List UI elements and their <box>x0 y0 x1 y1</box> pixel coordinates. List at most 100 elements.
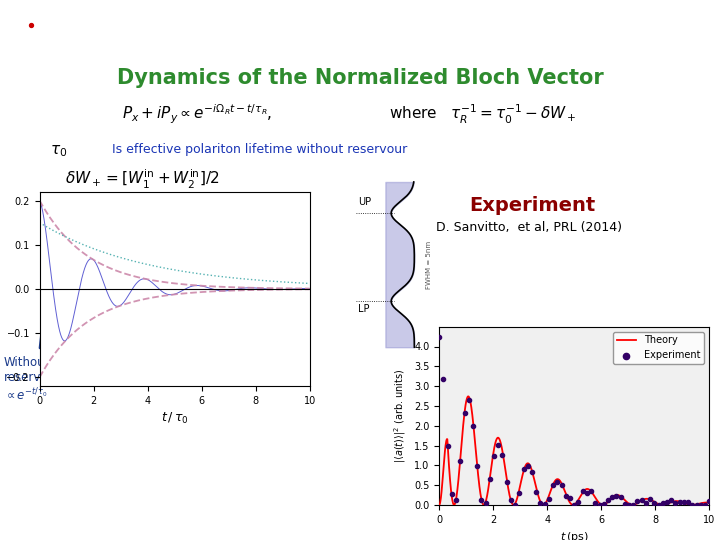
Theory <box>592 496 600 503</box>
Point <box>50 37 62 45</box>
Point <box>55 4 67 12</box>
Point <box>50 29 62 37</box>
Experiment <box>661 497 672 506</box>
Point <box>20 4 32 12</box>
Theory <box>435 502 444 508</box>
Point <box>35 12 47 21</box>
Point <box>66 21 77 29</box>
Text: where   $\tau_R^{-1} = \tau_0^{-1} - \delta W_+$: where $\tau_R^{-1} = \tau_0^{-1} - \delt… <box>389 103 577 126</box>
Point <box>10 37 22 45</box>
Point <box>10 4 22 12</box>
Point <box>10 12 22 21</box>
Experiment <box>560 491 572 500</box>
Text: $\tau_0$: $\tau_0$ <box>50 143 68 159</box>
Point <box>45 37 57 45</box>
Point <box>66 12 77 21</box>
Point <box>25 21 37 29</box>
Experiment <box>670 499 681 508</box>
Point <box>35 4 47 12</box>
Point <box>10 21 22 29</box>
Point <box>25 4 37 12</box>
Point <box>35 37 47 45</box>
Point <box>30 29 42 37</box>
Experiment <box>611 491 622 500</box>
Experiment <box>687 501 698 509</box>
Experiment <box>531 488 542 496</box>
Point <box>15 29 27 37</box>
Point <box>50 21 62 29</box>
Experiment <box>522 461 534 470</box>
Point <box>20 21 32 29</box>
Experiment <box>505 496 517 504</box>
Experiment <box>594 501 606 509</box>
Experiment <box>556 481 567 489</box>
Y-axis label: $|\langle a(t)\rangle|^2$ (arb. units): $|\langle a(t)\rangle|^2$ (arb. units) <box>392 369 408 463</box>
Point <box>40 4 52 12</box>
Experiment <box>450 496 462 504</box>
Experiment <box>472 462 483 470</box>
Point <box>25 29 37 37</box>
Point <box>20 12 32 21</box>
Experiment <box>476 496 487 505</box>
Point <box>10 29 22 37</box>
Experiment <box>467 421 479 430</box>
Y-axis label: $P_x\,/\,N_0$: $P_x\,/\,N_0$ <box>0 270 1 308</box>
Experiment <box>433 333 445 342</box>
Experiment <box>442 442 454 450</box>
Experiment <box>657 499 669 508</box>
Experiment <box>518 465 529 474</box>
Line: Theory: Theory <box>439 396 709 505</box>
X-axis label: $t\,(\mathrm{ps})$: $t\,(\mathrm{ps})$ <box>559 530 589 540</box>
Point <box>15 37 27 45</box>
Experiment <box>454 457 466 465</box>
Point <box>45 12 57 21</box>
Point <box>55 21 67 29</box>
Experiment <box>543 495 554 503</box>
Experiment <box>636 496 647 504</box>
Text: $P_x + iP_y \propto e^{-i\Omega_R t - t/\tau_R},$: $P_x + iP_y \propto e^{-i\Omega_R t - t/… <box>122 103 273 126</box>
Text: FWHM = 5nm: FWHM = 5nm <box>426 240 432 289</box>
Experiment <box>501 478 513 487</box>
Text: Is effective polariton lifetime without reservour: Is effective polariton lifetime without … <box>112 143 407 156</box>
Point <box>40 37 52 45</box>
Point <box>60 4 72 12</box>
Text: In the presence of reservour
$\propto e^{-t/\tau_R}$: In the presence of reservour $\propto e^… <box>140 356 308 388</box>
Point <box>60 29 72 37</box>
Point <box>25 12 37 21</box>
Point <box>60 21 72 29</box>
Point <box>20 29 32 37</box>
Experiment <box>644 495 656 503</box>
Point <box>55 29 67 37</box>
Text: Without
reservour
$\propto e^{-t/\tau_0}$: Without reservour $\propto e^{-t/\tau_0}… <box>4 356 60 403</box>
Experiment <box>547 480 559 489</box>
Text: Dynamics of the Normalized Bloch Vector: Dynamics of the Normalized Bloch Vector <box>117 68 603 88</box>
Experiment <box>590 498 601 507</box>
Point <box>15 4 27 12</box>
Point <box>66 29 77 37</box>
Experiment <box>535 499 546 508</box>
Experiment <box>492 441 504 449</box>
Experiment <box>674 498 685 507</box>
Experiment <box>577 487 588 496</box>
Experiment <box>526 468 538 477</box>
Experiment <box>665 496 677 504</box>
Legend: Theory, Experiment: Theory, Experiment <box>613 332 704 364</box>
Experiment <box>480 499 491 508</box>
Point <box>15 12 27 21</box>
Text: Experiment: Experiment <box>469 196 596 215</box>
Point <box>25 37 37 45</box>
Point <box>55 12 67 21</box>
Experiment <box>539 500 550 508</box>
Theory <box>451 497 460 504</box>
Text: Theory: Theory <box>99 196 175 215</box>
Experiment <box>602 496 613 504</box>
Experiment <box>463 395 474 404</box>
Theory <box>599 502 608 508</box>
Point <box>30 12 42 21</box>
Experiment <box>459 409 470 417</box>
Point <box>25 21 37 29</box>
Experiment <box>649 498 660 507</box>
Experiment <box>631 496 643 505</box>
Point <box>35 29 47 37</box>
Experiment <box>585 487 597 496</box>
